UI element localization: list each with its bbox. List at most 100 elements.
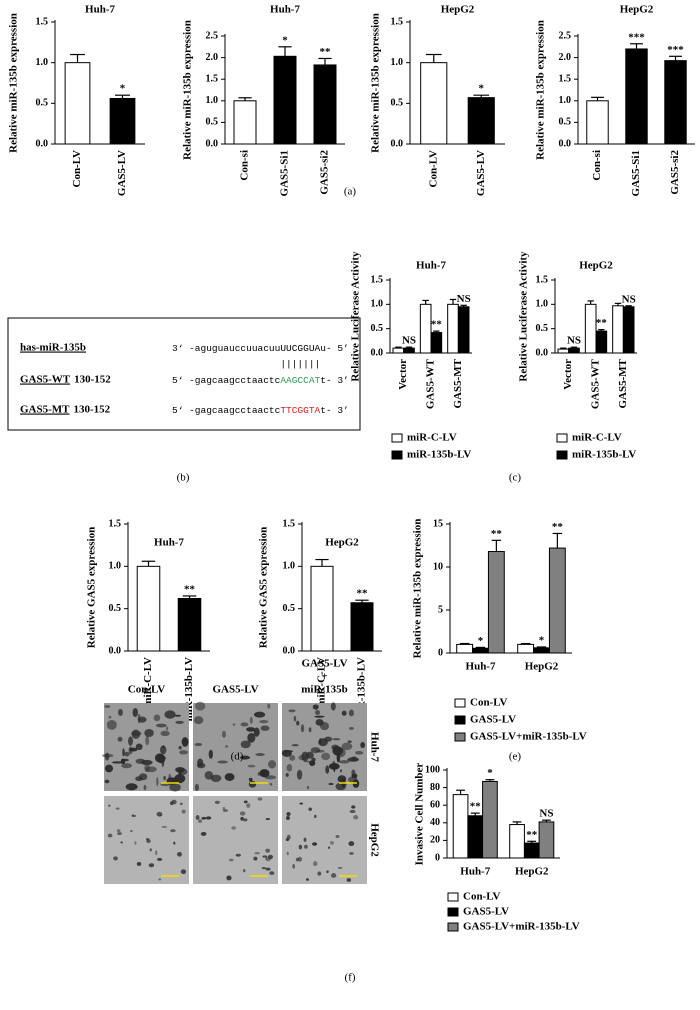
sequence-range: 130-152 <box>74 374 111 386</box>
y-tick-label: 0.0 <box>536 347 549 358</box>
cell <box>160 730 170 737</box>
cell <box>104 705 111 708</box>
legend-label: GAS5-LV <box>463 906 509 918</box>
chart-title: HepG2 <box>441 4 475 16</box>
cell <box>124 751 130 757</box>
y-tick-label: 1.5 <box>36 16 49 27</box>
cell <box>285 772 289 777</box>
micrograph-row-label: HepG2 <box>368 823 380 857</box>
y-tick-label: 1.5 <box>283 518 296 529</box>
cell <box>135 776 143 782</box>
y-tick-label: 2.0 <box>206 52 219 63</box>
error-bar <box>475 646 486 649</box>
error-bar <box>315 558 329 567</box>
sequence-range: 130-152 <box>74 404 111 416</box>
significance-label: * <box>479 83 485 95</box>
y-axis-label: Invasive Cell Number <box>414 763 426 866</box>
cell <box>228 858 234 862</box>
legend-swatch <box>454 698 466 708</box>
sequence-part: AAGCCAT <box>280 375 320 386</box>
cell <box>341 710 347 716</box>
bar <box>313 64 337 145</box>
bar <box>482 780 498 859</box>
cell <box>325 765 330 774</box>
micrograph <box>193 701 278 792</box>
cell <box>144 728 154 738</box>
legend-swatch <box>447 907 459 917</box>
cell <box>118 708 123 716</box>
cell <box>221 730 226 738</box>
significance-label: ** <box>526 829 538 841</box>
y-tick-label: 1.0 <box>536 299 549 310</box>
bar <box>612 305 624 354</box>
cell <box>269 871 275 875</box>
cell <box>312 704 319 710</box>
cell <box>179 802 183 806</box>
cell <box>195 815 200 821</box>
cell <box>240 722 249 727</box>
cell <box>286 851 289 856</box>
sequence-part: 5‘ -gagcaagcctaactc <box>172 405 281 416</box>
cell <box>173 841 176 845</box>
cell <box>286 764 293 772</box>
cell <box>111 761 123 764</box>
bar <box>109 97 136 145</box>
y-tick-label: 0.5 <box>536 323 549 334</box>
cell <box>286 812 291 817</box>
error-bar <box>527 840 537 844</box>
error-bar <box>238 97 252 101</box>
cell <box>303 837 307 842</box>
x-tick-label: Con-LV <box>427 150 439 188</box>
y-tick-label: 0.5 <box>391 98 404 109</box>
cell <box>134 841 137 845</box>
error-bar <box>560 347 567 350</box>
panel-label: (b) <box>177 472 190 484</box>
bar <box>664 60 687 145</box>
cell <box>347 757 360 762</box>
cell <box>108 715 112 719</box>
cell <box>246 727 256 732</box>
significance-label: ** <box>320 46 332 58</box>
cell <box>300 724 305 733</box>
significance-label: ** <box>491 528 503 540</box>
chart-title: Huh-7 <box>154 537 184 549</box>
bar <box>584 303 597 354</box>
cell <box>314 814 317 819</box>
y-axis-label: Relative GAS5 expression <box>86 527 98 648</box>
cell <box>226 875 232 881</box>
bar <box>557 348 570 354</box>
cell <box>120 758 126 765</box>
base-pairing: ||||||| <box>280 359 320 370</box>
bar <box>586 100 609 145</box>
cell <box>262 855 268 858</box>
cell <box>131 729 141 739</box>
cell <box>293 715 297 722</box>
cell <box>297 856 303 862</box>
cell <box>155 723 167 728</box>
y-tick-label: 1.0 <box>371 299 384 310</box>
bar <box>467 815 484 859</box>
y-tick-label: 0.0 <box>283 645 296 656</box>
significance-label: *** <box>628 31 645 43</box>
bar <box>548 547 566 654</box>
cell <box>137 716 147 723</box>
cell <box>149 848 152 852</box>
sequence-name: GAS5-WT <box>20 374 71 386</box>
error-bar <box>625 305 632 307</box>
error-bar <box>422 299 429 305</box>
cell <box>265 867 271 871</box>
cell <box>306 751 314 759</box>
cell <box>158 878 162 881</box>
bar <box>447 303 459 354</box>
cell <box>313 861 318 867</box>
cell <box>346 878 352 882</box>
y-tick-label: 1.5 <box>206 73 219 84</box>
x-tick-label: HepG2 <box>525 661 559 673</box>
y-tick-label: 20 <box>430 835 440 846</box>
cell <box>115 807 120 810</box>
cell <box>341 742 353 751</box>
cell <box>201 816 207 820</box>
cell <box>159 745 167 755</box>
cell <box>317 871 322 876</box>
cell <box>154 753 165 763</box>
